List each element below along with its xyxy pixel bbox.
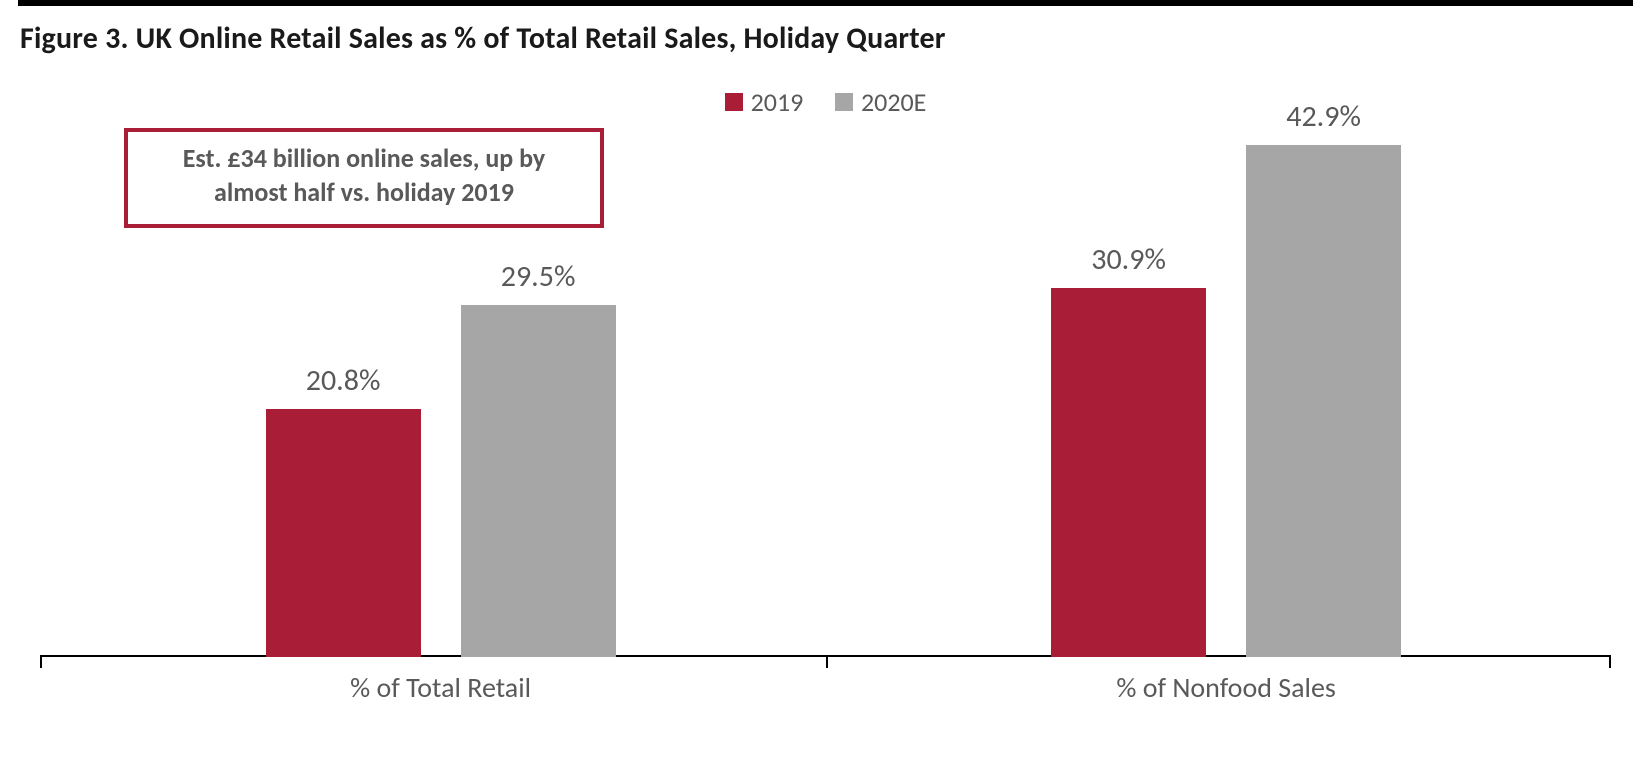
legend-item-2020e: 2020E bbox=[835, 86, 926, 118]
axis-tick bbox=[826, 657, 828, 668]
top-rule bbox=[18, 0, 1633, 6]
bar bbox=[461, 305, 616, 657]
bar bbox=[1246, 145, 1401, 657]
title-row: Figure 3. UK Online Retail Sales as % of… bbox=[20, 20, 1631, 57]
category-label-total-retail: % of Total Retail bbox=[350, 670, 531, 705]
bar bbox=[266, 409, 421, 657]
bar-value-label: 29.5% bbox=[501, 258, 576, 295]
figure-container: Figure 3. UK Online Retail Sales as % of… bbox=[0, 0, 1651, 779]
plot-area: % of Total Retail % of Nonfood Sales 20.… bbox=[40, 120, 1611, 657]
bar-value-label: 20.8% bbox=[306, 362, 381, 399]
axis-tick bbox=[40, 657, 42, 668]
figure-title: Figure 3. UK Online Retail Sales as % of… bbox=[20, 20, 1631, 57]
legend-swatch-2020e bbox=[835, 93, 853, 111]
legend-item-2019: 2019 bbox=[725, 86, 804, 118]
legend-swatch-2019 bbox=[725, 93, 743, 111]
legend: 2019 2020E bbox=[0, 86, 1651, 118]
chart-area: % of Total Retail % of Nonfood Sales 20.… bbox=[40, 120, 1611, 719]
bar bbox=[1051, 288, 1206, 657]
bar-value-label: 30.9% bbox=[1091, 241, 1166, 278]
axis-tick bbox=[1609, 657, 1611, 668]
legend-label-2020e: 2020E bbox=[861, 86, 926, 118]
bar-value-label: 42.9% bbox=[1286, 98, 1361, 135]
legend-label-2019: 2019 bbox=[751, 86, 804, 118]
category-label-nonfood-sales: % of Nonfood Sales bbox=[1116, 670, 1336, 705]
